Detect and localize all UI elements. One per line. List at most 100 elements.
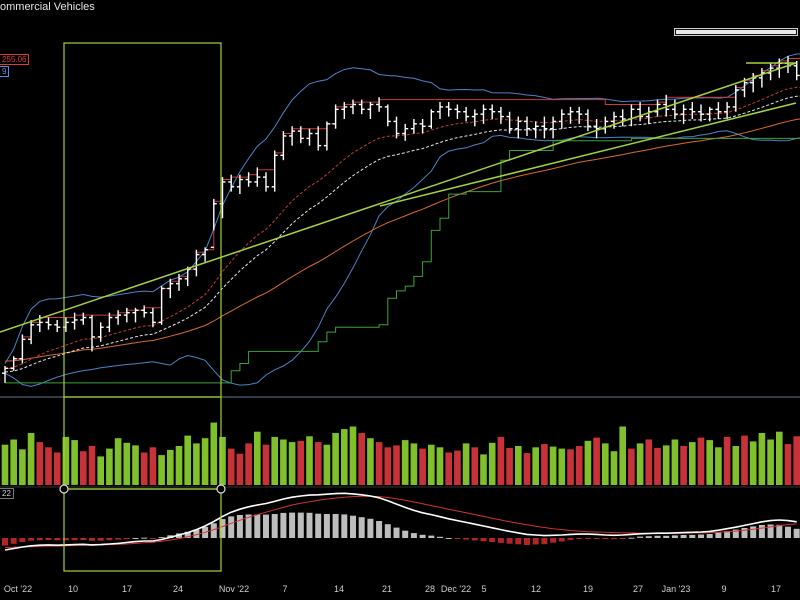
short-average-red-line: [4, 86, 800, 369]
x-tick-label: 10: [68, 584, 78, 594]
ohlc-bar: [123, 307, 130, 323]
histogram-bar: [558, 538, 565, 542]
histogram-bar: [706, 534, 713, 539]
histogram-bar: [236, 515, 243, 538]
histogram-bar: [698, 534, 704, 538]
scrollbar-thumb[interactable]: [676, 30, 796, 34]
volume-bar: [341, 429, 348, 485]
volume-bar: [262, 444, 270, 485]
volume-bar: [462, 443, 470, 485]
ohlc-bar: [158, 286, 165, 325]
histogram-bar: [715, 532, 722, 538]
ohlc-bar: [245, 172, 252, 187]
ohlc-bar: [193, 249, 200, 277]
volume-bar: [593, 437, 600, 485]
volume-bar: [332, 433, 339, 485]
histogram-bar: [689, 534, 696, 538]
ohlc-bar: [750, 73, 757, 93]
volume-bar: [306, 436, 313, 486]
histogram-bar: [115, 538, 122, 540]
histogram-bar: [463, 538, 470, 540]
ohlc-bar: [141, 305, 148, 318]
histogram-bar: [445, 538, 452, 539]
volume-bar: [506, 447, 513, 485]
x-tick-label: 28: [425, 584, 435, 594]
histogram-bar: [106, 538, 113, 541]
ohlc-bar: [524, 116, 530, 136]
ohlc-bar: [236, 174, 243, 195]
ohlc-bar: [80, 312, 87, 325]
ohlc-bar: [71, 312, 78, 330]
ohlc-bar: [532, 121, 539, 139]
ohlc-bar: [637, 102, 644, 122]
volume-bar: [158, 455, 165, 485]
ohlc-bar: [89, 315, 95, 352]
volume-bar: [436, 447, 444, 485]
histogram-bar: [297, 512, 304, 538]
ohlc-bar: [263, 172, 269, 192]
ohlc-bar: [645, 106, 652, 124]
histogram-bar: [793, 528, 800, 538]
volume-bar: [567, 449, 574, 486]
ohlc-bar: [567, 106, 574, 124]
histogram-bar: [628, 537, 635, 539]
volume-bar: [236, 453, 244, 485]
volume-bar: [654, 447, 661, 485]
x-tick-label: 21: [382, 584, 392, 594]
histogram-bar: [611, 538, 617, 540]
ohlc-bar: [654, 99, 661, 117]
volume-bar: [610, 451, 618, 485]
histogram-bar: [758, 525, 765, 538]
ohlc-bar: [550, 116, 557, 139]
ohlc-bar: [619, 109, 626, 127]
volume-bar: [71, 440, 78, 485]
ohlc-bar: [297, 126, 304, 144]
ohlc-bar: [506, 111, 513, 134]
volume-bar: [167, 449, 174, 485]
volume-bar: [288, 442, 296, 485]
ohlc-bar: [106, 312, 113, 333]
x-tick-label: Oct '22: [4, 584, 32, 594]
volume-bar: [1, 444, 9, 485]
ohlc-bar: [323, 121, 330, 151]
histogram-bar: [210, 523, 217, 538]
histogram-bar: [323, 514, 330, 538]
histogram-bar: [36, 538, 43, 541]
volume-bar: [480, 454, 487, 485]
chart-scrollbar[interactable]: [674, 28, 798, 36]
histogram-bar: [663, 535, 670, 538]
ohlc-bar: [689, 102, 696, 119]
histogram-bar: [741, 528, 748, 538]
volume-bar: [515, 446, 522, 485]
volume-bar: [53, 452, 61, 485]
ohlc-bar: [402, 123, 409, 141]
volume-bar: [767, 439, 774, 485]
ohlc-bar: [202, 247, 209, 262]
volume-bar: [723, 436, 731, 485]
ohlc-bar: [576, 106, 583, 124]
volume-bar: [323, 444, 331, 485]
ohlc-bar: [350, 99, 356, 115]
histogram-bar: [645, 536, 652, 538]
ohlc-bar: [671, 99, 678, 119]
histogram-bar: [193, 529, 200, 538]
histogram-bar: [141, 537, 148, 539]
volume-bar: [184, 435, 191, 485]
histogram-bar: [123, 538, 130, 539]
volume-bar: [227, 448, 235, 485]
volume-bar: [784, 444, 792, 486]
volume-bar: [758, 433, 766, 485]
histogram-bar: [19, 538, 26, 542]
histogram-bar: [576, 538, 583, 539]
ohlc-bar: [428, 109, 435, 129]
volume-bar: [619, 426, 626, 485]
volume-bar: [80, 451, 87, 485]
volume-bar: [575, 446, 583, 485]
x-axis: Oct '22 10 17 24 Nov '22 7 14 21 28 Dec '22 5 12 19 2…: [4, 584, 781, 594]
histogram-bar: [263, 514, 269, 538]
ohlc-bar: [341, 102, 348, 119]
x-tick-label: 17: [122, 584, 132, 594]
signal-line: [4, 495, 797, 549]
volume-bar: [36, 442, 44, 485]
